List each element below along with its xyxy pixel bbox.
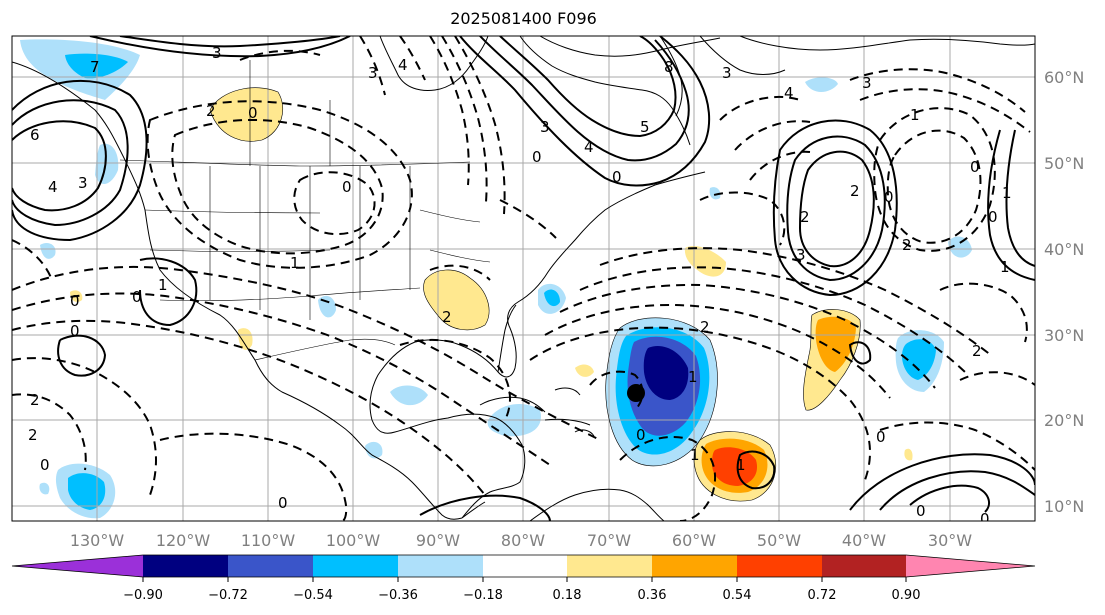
- longitude-label: 30°W: [928, 531, 972, 550]
- contour-label: 0: [876, 428, 886, 446]
- map-frame: [11, 35, 1036, 522]
- colorbar-segment: [737, 555, 822, 577]
- longitude-label: 100°W: [326, 531, 381, 550]
- longitude-label: 110°W: [241, 531, 296, 550]
- contour-label: 2: [700, 318, 710, 336]
- colorbar-segment: [652, 555, 737, 577]
- latitude-label: 40°N: [1044, 240, 1084, 259]
- contour-label: 0: [248, 104, 258, 122]
- contour-label: 2: [850, 182, 860, 200]
- contour-label: 0: [532, 148, 542, 166]
- contour-label: 3: [862, 74, 872, 92]
- contour-label: 0: [40, 456, 50, 474]
- contour-label: 3: [540, 118, 550, 136]
- contour-label: 8: [664, 58, 674, 76]
- colorbar-tick-label: −0.54: [293, 588, 333, 603]
- colorbar-tick-label: 0.54: [723, 588, 752, 603]
- contours-solid: [12, 36, 1035, 521]
- contour-label: 1: [290, 254, 300, 272]
- contour-label: 4: [398, 56, 408, 74]
- colorbar: −0.90 −0.72 −0.54 −0.36 −0.18 0.18 0.36 …: [11, 554, 1036, 603]
- latitude-label: 10°N: [1044, 497, 1084, 516]
- contour-label: 2: [800, 208, 810, 226]
- contour-label: 2: [902, 236, 912, 254]
- contour-label: 4: [584, 138, 594, 156]
- contour-label: 3: [78, 174, 88, 192]
- longitude-label: 90°W: [416, 531, 460, 550]
- contour-label: 1: [158, 276, 168, 294]
- coastlines: [12, 36, 1035, 521]
- contour-label: 1: [688, 368, 698, 386]
- colorbar-tick-label: 0.18: [553, 588, 582, 603]
- contour-label: 5: [640, 118, 650, 136]
- longitude-label: 70°W: [587, 531, 631, 550]
- contour-label: 0: [884, 188, 894, 206]
- contour-label: 6: [30, 126, 40, 144]
- storm-center-marker: [627, 384, 645, 402]
- longitude-label: 80°W: [501, 531, 545, 550]
- colorbar-tick-label: −0.90: [123, 588, 163, 603]
- contour-label: 0: [70, 322, 80, 340]
- colorbar-segment: [313, 555, 398, 577]
- colorbar-extend-high: [906, 555, 1035, 577]
- colorbar-extend-low: [12, 555, 143, 577]
- contour-label: 2: [972, 342, 982, 360]
- latitude-axis: 60°N 50°N 40°N 30°N 20°N 10°N: [1044, 68, 1084, 516]
- contour-label: 1: [690, 446, 700, 464]
- longitude-label: 60°W: [672, 531, 716, 550]
- latitude-label: 30°N: [1044, 326, 1084, 345]
- contour-label: 0: [636, 426, 646, 444]
- longitude-axis: 130°W 120°W 110°W 100°W 90°W 80°W 70°W 6…: [70, 531, 972, 550]
- contour-label: 1: [1000, 258, 1010, 276]
- longitude-label: 130°W: [70, 531, 125, 550]
- colorbar-segment: [398, 555, 483, 577]
- contour-label: 0: [612, 168, 622, 186]
- contour-label: 2: [30, 391, 40, 409]
- contour-label: 4: [784, 84, 794, 102]
- contour-label: 2: [442, 308, 452, 326]
- colorbar-segment: [143, 555, 228, 577]
- map-title: 2025081400 F096: [450, 9, 597, 28]
- contour-label: 2: [28, 426, 38, 444]
- contour-label: 0: [988, 208, 998, 226]
- longitude-label: 40°W: [842, 531, 886, 550]
- contour-label: 0: [916, 502, 926, 520]
- latitude-label: 50°N: [1044, 154, 1084, 173]
- contour-label: 1: [1002, 184, 1012, 202]
- colorbar-segment: [228, 555, 313, 577]
- contour-label: 0: [70, 292, 80, 310]
- contour-label: 7: [90, 58, 100, 76]
- latitude-label: 60°N: [1044, 68, 1084, 87]
- latitude-label: 20°N: [1044, 411, 1084, 430]
- contour-label: 3: [368, 64, 378, 82]
- colorbar-tick-label: 0.72: [808, 588, 837, 603]
- contour-label: 4: [48, 178, 58, 196]
- contours-dashed: [12, 36, 1035, 521]
- contour-label: 3: [212, 44, 222, 62]
- longitude-label: 50°W: [757, 531, 801, 550]
- shade-outlines: [209, 87, 861, 502]
- political-borders: [119, 60, 491, 361]
- contour-label: 0: [342, 178, 352, 196]
- contour-labels: 3 7 6 4 3 0 2 3 4 0 3 0 8 5 4 0 3 4 3 2 …: [28, 44, 1012, 528]
- contour-label: 0: [278, 494, 288, 512]
- colorbar-tick-label: −0.72: [208, 588, 248, 603]
- colorbar-segment: [567, 555, 652, 577]
- contour-label: 1: [910, 106, 920, 124]
- contour-label: 0: [980, 510, 990, 528]
- longitude-label: 120°W: [156, 531, 211, 550]
- contour-label: 2: [206, 102, 216, 120]
- contour-label: 0: [132, 288, 142, 306]
- colorbar-tick-label: 0.90: [892, 588, 921, 603]
- contour-label: 1: [736, 456, 746, 474]
- contour-label: 3: [796, 246, 806, 264]
- contour-label: 0: [970, 158, 980, 176]
- contour-label: 3: [722, 64, 732, 82]
- colorbar-segment: [483, 555, 567, 577]
- colorbar-tick-label: −0.36: [378, 588, 418, 603]
- colorbar-segment: [822, 555, 906, 577]
- colorbar-tick-label: 0.36: [638, 588, 667, 603]
- colorbar-tick-label: −0.18: [463, 588, 503, 603]
